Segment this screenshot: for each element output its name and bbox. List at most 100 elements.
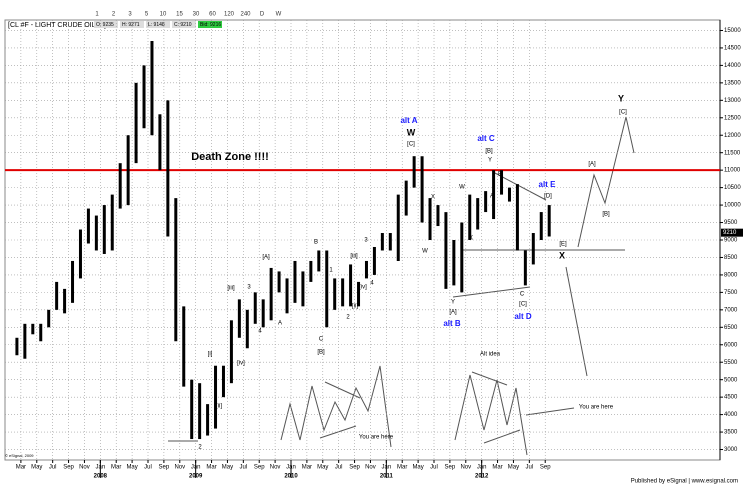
annotation: [ii] — [216, 404, 222, 410]
x-tick-label: May — [126, 465, 137, 471]
last-price: 9210 — [723, 230, 737, 236]
x-tick-label: Jul — [239, 465, 247, 471]
y-tick-label: 12500 — [724, 115, 741, 121]
x-tick-label: May — [317, 465, 328, 471]
y-tick-label: 6000 — [724, 342, 738, 348]
projection-path — [565, 266, 588, 377]
y-tick-label: 5500 — [724, 360, 738, 366]
y-tick-label: 12000 — [724, 133, 741, 139]
sketch-line — [525, 407, 575, 416]
annotation: X — [431, 195, 435, 201]
x-tick-label: May — [222, 465, 233, 471]
last-price-box — [721, 228, 743, 237]
y-tick-label: 3000 — [724, 447, 738, 453]
x-tick-label: May — [412, 465, 423, 471]
year-label: 2010 — [284, 474, 298, 480]
x-tick-label: Nov — [365, 465, 376, 471]
annotation: [C] — [519, 302, 527, 308]
copyright: © eSignal, 2009 — [5, 453, 34, 458]
year-label: 2009 — [189, 474, 203, 480]
annotation: [iii] — [227, 286, 235, 292]
annotation: W — [459, 185, 465, 191]
toolbar-button[interactable]: 1 — [95, 12, 99, 18]
x-tick-label: Jul — [49, 465, 57, 471]
sketch-wave — [454, 374, 528, 456]
annotation: 3 — [364, 238, 368, 244]
sketch-line — [483, 429, 521, 444]
annotation: [A] — [262, 255, 270, 261]
annotation: You are here — [579, 405, 614, 411]
quote: C: 9210 — [174, 22, 192, 28]
annotation: [A] — [449, 310, 457, 316]
toolbar-button[interactable]: 2 — [112, 12, 116, 18]
toolbar-button[interactable]: 5 — [145, 12, 149, 18]
x-tick-label: Nov — [79, 465, 90, 471]
y-tick-label: 11500 — [724, 150, 741, 156]
annotation: [B] — [485, 149, 493, 155]
x-tick-label: Mar — [397, 465, 407, 471]
bid: Bid: 9216 — [200, 22, 221, 28]
annotation: alt A — [400, 116, 417, 125]
x-tick-label: Mar — [16, 465, 26, 471]
sketch-line — [471, 371, 508, 386]
annotation: W — [407, 127, 416, 137]
annotation: alt B — [443, 319, 461, 328]
annotation: [B] — [602, 212, 610, 218]
y-tick-label: 5000 — [724, 377, 738, 383]
trend-line — [452, 286, 531, 298]
x-tick-label: Mar — [302, 465, 312, 471]
x-tick-label: Jul — [144, 465, 152, 471]
annotation: Y — [451, 300, 455, 306]
toolbar-button[interactable]: 15 — [176, 12, 183, 18]
y-tick-label: 4500 — [724, 395, 738, 401]
x-tick-label: Jul — [430, 465, 438, 471]
sketch-wave — [280, 365, 392, 448]
year-label: 2008 — [94, 474, 108, 480]
toolbar-button[interactable]: 240 — [240, 12, 251, 18]
annotation: [D] — [544, 194, 552, 200]
annotation: Y — [618, 93, 624, 103]
quote-box — [146, 21, 170, 28]
annotation: Y — [488, 158, 492, 164]
quote: H: 9271 — [122, 22, 140, 28]
year-label: 2011 — [380, 474, 394, 480]
y-tick-label: 8000 — [724, 272, 738, 278]
y-tick-label: 7500 — [724, 290, 738, 296]
toolbar-button[interactable]: 60 — [209, 12, 216, 18]
y-tick-label: 15000 — [724, 28, 741, 34]
annotation: [E] — [559, 242, 567, 248]
y-tick-label: 3500 — [724, 430, 738, 436]
sketches — [168, 116, 635, 456]
toolbar-button[interactable]: 3 — [128, 12, 132, 18]
annotation: W — [422, 249, 428, 255]
annotation: [B] — [317, 350, 325, 356]
y-tick-label: 10500 — [724, 185, 741, 191]
toolbar-button[interactable]: 120 — [224, 12, 235, 18]
bid-box — [198, 21, 222, 28]
x-tick-label: Sep — [349, 465, 360, 471]
x-tick-label: Jul — [335, 465, 343, 471]
annotation: 2 — [198, 445, 202, 451]
annotation: alt D — [514, 312, 532, 321]
annotation: You are here — [359, 435, 394, 441]
annotation: B — [498, 172, 502, 178]
annotation: [iv] — [359, 285, 367, 291]
quote-box — [94, 21, 118, 28]
toolbar-button[interactable]: W — [276, 12, 282, 18]
toolbar-button[interactable]: D — [260, 12, 265, 18]
toolbar-button[interactable]: 30 — [193, 12, 200, 18]
annotation: [C] — [619, 110, 627, 116]
y-tick-label: 11000 — [724, 168, 741, 174]
x-tick-label: Sep — [63, 465, 74, 471]
toolbar-button[interactable]: 10 — [160, 12, 167, 18]
x-tick-label: Nov — [174, 465, 185, 471]
projection-path — [577, 116, 635, 248]
annotation: B — [314, 240, 318, 246]
annotation: X — [469, 236, 473, 242]
y-tick-label: 14500 — [724, 46, 741, 52]
x-tick-label: Sep — [445, 465, 456, 471]
x-tick-label: Sep — [254, 465, 265, 471]
y-tick-label: 7000 — [724, 307, 738, 313]
